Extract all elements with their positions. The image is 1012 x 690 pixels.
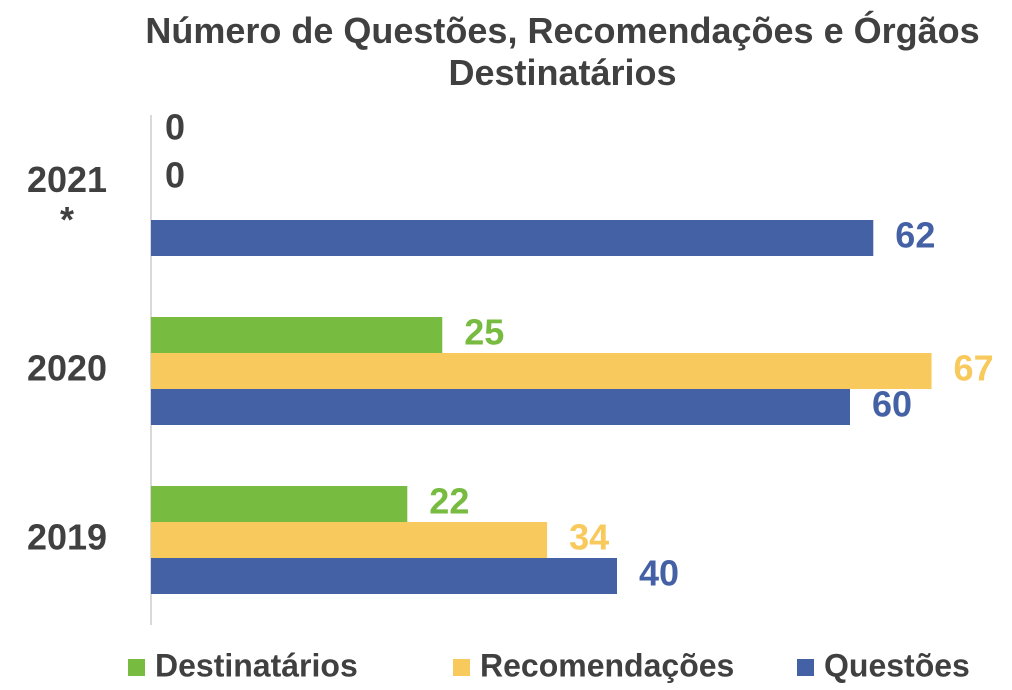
data-label: 25 [464, 312, 504, 353]
bar [151, 353, 932, 389]
y-tick-label: 2021 * [27, 159, 107, 240]
data-label: 60 [872, 384, 912, 425]
data-label: 67 [954, 348, 994, 389]
y-tick-label-line: 2021 [27, 159, 107, 200]
legend-swatch [128, 659, 145, 676]
legend-swatch [453, 659, 470, 676]
bar [151, 558, 617, 594]
legend-label: Questões [824, 647, 970, 683]
legend-label: Recomendações [480, 647, 734, 683]
y-tick-label: 2019 [27, 517, 107, 558]
y-tick-label-line: * [60, 199, 74, 240]
data-label: 22 [429, 481, 469, 522]
legend-label: Destinatários [155, 647, 358, 683]
bar [151, 389, 850, 425]
bar [151, 317, 443, 353]
bar [151, 522, 548, 558]
y-tick-label: 2020 [27, 348, 107, 389]
data-label: 0 [165, 107, 185, 148]
bar [151, 220, 874, 256]
data-label: 40 [639, 553, 679, 594]
chart-title: Número de Questões, Recomendações e Órgã… [145, 10, 980, 93]
bar [151, 486, 408, 522]
data-label: 34 [569, 517, 609, 558]
data-label: 0 [165, 155, 185, 196]
data-label: 62 [895, 215, 935, 256]
legend-swatch [797, 659, 814, 676]
